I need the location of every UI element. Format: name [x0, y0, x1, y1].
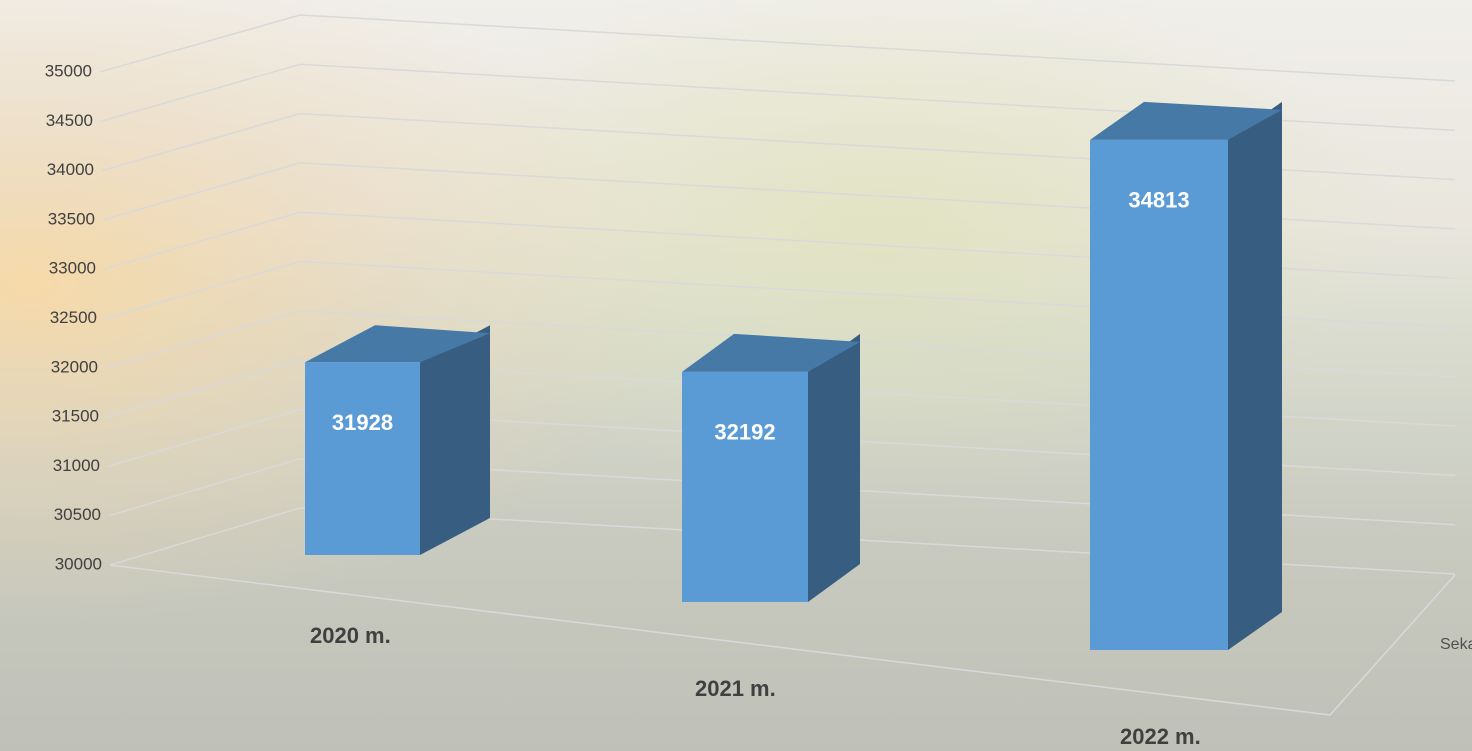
bar-top [1090, 101, 1282, 140]
bar: 34813 [1090, 101, 1282, 650]
bar-side [420, 325, 490, 555]
y-tick-label: 33000 [49, 259, 96, 278]
x-tick-label: 2022 m. [1120, 724, 1201, 749]
bar-front [1090, 139, 1228, 650]
data-label: 34813 [1128, 188, 1189, 213]
bar-front [682, 371, 808, 602]
y-tick-label: 30000 [55, 554, 102, 573]
y-tick-label: 31000 [53, 456, 100, 475]
grid-line [105, 310, 301, 369]
grid-line [299, 14, 1456, 82]
grid-line [107, 408, 301, 468]
bar-top [682, 333, 860, 372]
y-tick-label: 32000 [51, 357, 98, 376]
bar: 31928 [305, 325, 490, 555]
grid-line [106, 359, 301, 418]
x-tick-label: 2020 m. [310, 623, 391, 648]
data-label: 31928 [332, 410, 393, 435]
y-tick-label: 34500 [46, 111, 93, 130]
bar-side [1228, 101, 1282, 650]
floor-edge [109, 564, 1331, 716]
bars: 2020 m. 31928 2021 m. 32192 2022 m. 34813 [305, 101, 1282, 749]
grid-line [104, 260, 301, 320]
grid-line [109, 507, 301, 566]
grid-line [103, 211, 301, 270]
bar: 32192 [682, 333, 860, 602]
bar-top [305, 325, 490, 363]
grid-line [100, 63, 301, 123]
y-tick-label: 33500 [48, 209, 95, 228]
grid-line [108, 457, 301, 517]
x-tick-label: 2021 m. [695, 676, 776, 701]
data-label: 32192 [714, 420, 775, 445]
floor-edge [1329, 574, 1456, 716]
legend-entry: Seka1 [1440, 636, 1472, 653]
y-tick-label: 30500 [54, 505, 101, 524]
y-tick-label: 32500 [50, 308, 97, 327]
bar-front [305, 362, 420, 555]
y-tick-label: 34000 [47, 160, 94, 179]
grid-line [99, 14, 301, 73]
bar-side [808, 333, 860, 602]
grid-line [101, 112, 301, 172]
y-tick-label: 31500 [52, 407, 99, 426]
grid-line [102, 162, 301, 221]
y-tick-label: 35000 [45, 61, 92, 80]
